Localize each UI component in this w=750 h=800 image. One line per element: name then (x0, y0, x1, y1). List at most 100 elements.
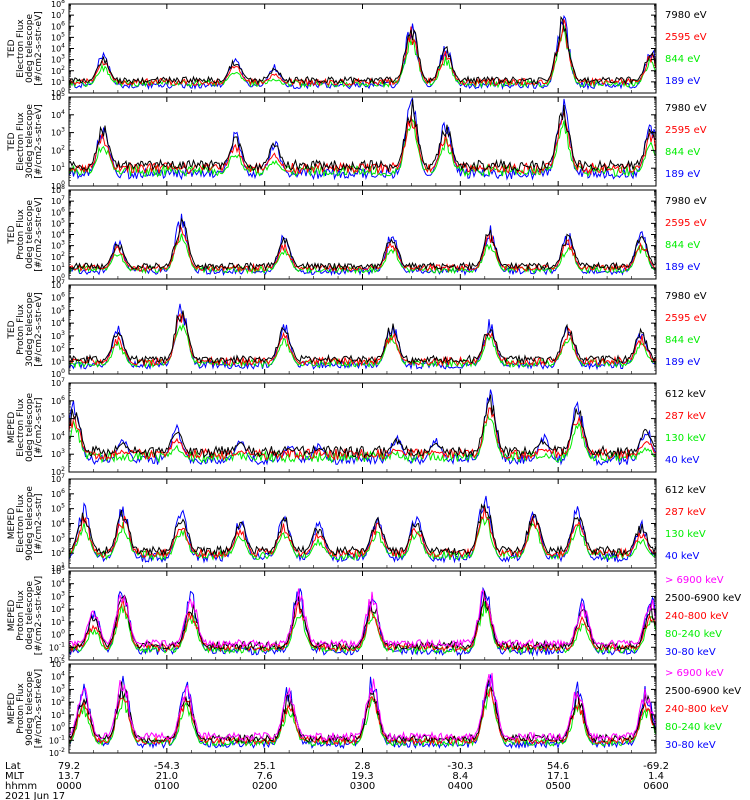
series-line-2 (68, 679, 656, 744)
y-tick-label: 102 (51, 466, 65, 477)
x-axis-lat-value: -30.3 (447, 761, 473, 772)
y-tick-label: 107 (51, 9, 65, 20)
y-axis-label-line: [#/cm2-s-str] (34, 397, 44, 457)
legend-entry: 240-800 keV (665, 704, 729, 715)
series-line-3 (68, 594, 656, 653)
y-tick-label: 104 (51, 43, 65, 54)
y-axis-label-line: 0deg telescope (25, 14, 35, 84)
y-tick-label: 106 (51, 206, 65, 217)
y-tick-label: 101 (51, 709, 65, 720)
y-axis-label-line: TED (7, 39, 17, 58)
x-axis-mlt-value: 1.4 (648, 771, 664, 782)
y-tick-label: 103 (51, 532, 65, 543)
legend-entry: 612 keV (665, 485, 706, 496)
y-tick-label: 105 (51, 91, 65, 102)
y-axis-label-line: Proton Flux (16, 209, 26, 260)
y-axis-label-line: Electron Flux (16, 112, 26, 171)
y-tick-label: 100 (51, 368, 65, 379)
y-tick-label: 103 (51, 448, 65, 459)
y-tick-label: 100 (51, 273, 65, 284)
y-tick-label: 102 (51, 603, 65, 614)
y-tick-label: 104 (51, 229, 65, 240)
legend-entry: 844 eV (665, 240, 700, 251)
y-tick-label: 105 (51, 413, 65, 424)
legend-entry: 30-80 keV (665, 647, 716, 658)
y-axis-label-line: 90deg telescope (25, 486, 35, 561)
y-axis-label-line: [#/cm2-s-str-eV] (34, 104, 44, 179)
legend-entry: 7980 eV (665, 103, 707, 114)
x-axis-mlt-value: 13.7 (58, 771, 80, 782)
y-tick-label: 101 (51, 76, 65, 87)
y-tick-label: 103 (51, 54, 65, 65)
legend-entry: 844 eV (665, 335, 700, 346)
legend-entry: 189 eV (665, 169, 700, 180)
y-axis-label-line: MEPED (7, 508, 17, 540)
y-axis-label-line: 30deg telescope (25, 104, 35, 179)
y-tick-label: 107 (51, 473, 65, 484)
series-line-1 (68, 217, 656, 272)
y-axis-label-line: TED (7, 320, 17, 339)
y-tick-label: 10-2 (49, 747, 65, 758)
x-axis-footer: Lat MLT hhmm 2021 Jun 17 79.2 -54.3 25.1 2.… (5, 761, 669, 800)
legend-entry: 2595 eV (665, 313, 707, 324)
legend-entry: 130 keV (665, 433, 706, 444)
legend-entry: 2500-6900 keV (665, 686, 741, 697)
x-axis-hhmm-value: 0600 (643, 781, 668, 792)
y-tick-label: 103 (51, 330, 65, 341)
x-axis-mlt-value: 19.3 (351, 771, 373, 782)
x-axis-lat-value: 2.8 (355, 761, 371, 772)
y-tick-label: 105 (51, 304, 65, 315)
x-axis-lat-value: 79.2 (58, 761, 80, 772)
y-tick-label: 102 (51, 65, 65, 76)
y-tick-label: 10-1 (49, 734, 65, 745)
y-tick-label: 10-1 (49, 641, 65, 652)
series-line-2 (68, 407, 656, 461)
y-axis-label-line: [#/cm2-s-str-eV] (34, 292, 44, 367)
y-tick-label: 108 (51, 0, 65, 9)
y-tick-label: 102 (51, 144, 65, 155)
date-label: 2021 Jun 17 (5, 791, 65, 800)
y-tick-label: 101 (51, 562, 65, 573)
panel-6: 101 102 103 104 105 106 107 MEPED Electron Flux 9… (7, 473, 706, 573)
y-tick-label: 101 (51, 355, 65, 366)
legend-entry: 80-240 keV (665, 629, 722, 640)
y-axis-label-line: MEPED (7, 412, 17, 444)
series-line-2 (68, 506, 656, 560)
x-axis-mlt-value: 7.6 (257, 771, 273, 782)
plot-frame (68, 570, 657, 661)
legend-entry: 7980 eV (665, 291, 707, 302)
panel-5: 102 103 104 105 106 107 MEPED Electron Flux 0deg… (7, 377, 706, 477)
y-tick-label: 105 (51, 31, 65, 42)
legend-entry: 189 eV (665, 76, 700, 87)
row-label-lat: Lat (5, 761, 21, 772)
y-axis-label-line: 30deg telescope (25, 292, 35, 367)
series-line-2 (68, 225, 656, 273)
x-axis-hhmm-value: 0300 (350, 781, 375, 792)
x-axis-lat-value: -54.3 (154, 761, 180, 772)
y-axis-label-line: 0deg telescope (25, 581, 35, 651)
series-line-4 (68, 686, 656, 748)
series-line-1 (68, 588, 656, 649)
y-axis-label-line: Electron Flux (16, 398, 26, 457)
legend-entry: 612 keV (665, 389, 706, 400)
y-tick-label: 102 (51, 696, 65, 707)
y-tick-label: 101 (51, 162, 65, 173)
legend-entry: 40 keV (665, 455, 699, 466)
y-tick-label: 106 (51, 20, 65, 31)
y-axis-label-line: [#/cm2-s-str-eV] (34, 11, 44, 86)
legend-entry: 2595 eV (665, 125, 707, 136)
legend-entry: 80-240 keV (665, 722, 722, 733)
y-tick-label: 107 (51, 195, 65, 206)
row-label-mlt: MLT (5, 771, 25, 782)
x-axis-lat-value: 54.6 (547, 761, 569, 772)
x-axis-lat-value: 25.1 (254, 761, 276, 772)
y-axis-label-line: Proton Flux (16, 683, 26, 734)
y-axis-label-line: 0deg telescope (25, 200, 35, 270)
legend-entry: > 6900 keV (665, 575, 724, 586)
legend-entry: > 6900 keV (665, 668, 724, 679)
